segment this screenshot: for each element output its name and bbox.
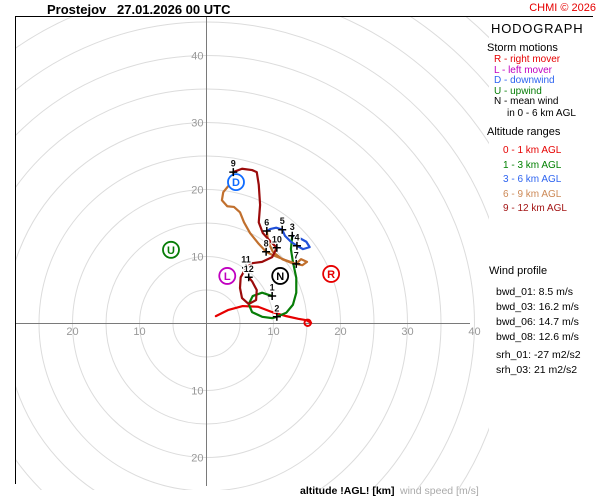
y-tick-label: 40 (191, 51, 203, 63)
altitude-range-item-2: 3 - 6 km AGL (503, 174, 562, 186)
station-name: Prostejov (47, 2, 107, 17)
y-tick-label: 30 (191, 118, 203, 130)
range-ring (15, 16, 489, 145)
altitude-label-9: 9 (231, 159, 236, 169)
surface-loop-marker (303, 318, 312, 328)
wind-profile-srh-0: srh_01: -27 m2/s2 (496, 349, 581, 361)
storm-marker-D (227, 173, 245, 192)
altitude-range-item-1: 1 - 3 km AGL (503, 159, 562, 171)
y-tick-label: 20 (191, 185, 203, 197)
x-tick-label: 20 (66, 326, 78, 338)
altitude-label-12: 12 (244, 264, 254, 274)
altitude-label-3: 3 (290, 222, 295, 232)
storm-marker-letter-U: U (167, 245, 175, 257)
copyright-label: CHMI © 2026 (529, 2, 596, 14)
storm-marker-R (322, 265, 341, 283)
wind-profile-bwd-0: bwd_01: 8.5 m/s (496, 286, 574, 298)
altitude-label-10: 10 (272, 234, 282, 244)
storm-motion-item-L: L - left mover (494, 64, 552, 76)
wind-profile-srh-list: srh_01: -27 m2/s2 srh_03: 21 m2/s2 (496, 348, 581, 378)
altitude-tick-12 (244, 273, 253, 282)
range-ring (15, 88, 442, 490)
x-tick-label: 10 (133, 326, 145, 338)
storm-marker-letter-N: N (276, 271, 284, 283)
wind-profile-bwd-2: bwd_06: 14.7 m/s (496, 316, 579, 328)
wind-profile-heading: Wind profile (489, 265, 548, 277)
x-tick-label: 40 (468, 326, 480, 338)
y-tick-label: 20 (191, 453, 203, 465)
altitude-label-5: 5 (280, 216, 285, 226)
wind-profile-bwd-1: bwd_03: 16.2 m/s (496, 301, 579, 313)
altitude-ranges-list: 0 - 1 km AGL 1 - 3 km AGL 3 - 6 km AGL 6 - … (503, 144, 567, 217)
trace-9-12km (232, 167, 278, 306)
panel-title: HODOGRAPH (491, 21, 584, 36)
storm-motions-list: R - right mover L - left mover D - downwin… (494, 54, 561, 108)
storm-marker-letter-D: D (232, 177, 240, 189)
footer-altitude-label: altitude !AGL! [km] (300, 485, 395, 497)
x-tick-label: 20 (334, 326, 346, 338)
altitude-range-item-0: 0 - 1 km AGL (503, 145, 562, 156)
altitude-label-6: 6 (264, 218, 269, 228)
x-tick-label: 10 (267, 326, 279, 338)
altitude-tick-4 (292, 241, 301, 250)
storm-marker-U (162, 240, 180, 259)
y-tick-label: 10 (191, 252, 203, 264)
altitude-label-11: 11 (241, 254, 251, 264)
altitude-label-7: 7 (294, 250, 299, 260)
altitude-tick-3 (288, 231, 297, 240)
storm-motion-item-R: R - right mover (494, 54, 561, 65)
trace-3-6km (265, 226, 311, 251)
storm-motions-note: in 0 - 6 km AGL (507, 108, 576, 119)
range-ring (15, 55, 475, 490)
wind-profile-srh-1: srh_03: 21 m2/s2 (496, 364, 578, 376)
altitude-label-8: 8 (264, 238, 269, 248)
storm-motion-item-N: N - mean wind (494, 96, 559, 108)
range-ring (408, 16, 489, 88)
x-tick-label: 30 (401, 326, 413, 338)
altitude-tick-6 (262, 227, 271, 236)
page-title: Prostejov 27.01.2026 00 UTC (47, 2, 230, 17)
altitude-tick-2 (272, 312, 281, 321)
storm-marker-letter-L: L (224, 271, 231, 283)
wind-profile-bwd-list: bwd_01: 8.5 m/s bwd_03: 16.2 m/s bwd_06: 1… (496, 285, 579, 345)
altitude-tick-8 (262, 247, 271, 256)
altitude-label-1: 1 (270, 283, 275, 293)
altitude-label-4: 4 (294, 232, 299, 242)
altitude-tick-11 (242, 263, 251, 272)
altitude-label-2: 2 (274, 303, 279, 313)
storm-motion-item-U: U - upwind (494, 85, 542, 97)
footer-windspeed-label: wind speed [m/s] (400, 485, 479, 497)
storm-motions-heading: Storm motions (487, 42, 558, 54)
altitude-ranges-heading: Altitude ranges (487, 126, 561, 138)
altitude-range-item-4: 9 - 12 km AGL (503, 203, 567, 215)
y-tick-label: 10 (191, 386, 203, 398)
storm-marker-N (271, 267, 290, 285)
altitude-range-item-3: 6 - 9 km AGL (503, 188, 562, 200)
altitude-tick-5 (278, 225, 287, 234)
altitude-tick-1 (268, 292, 277, 301)
storm-motion-item-D: D - downwind (494, 75, 555, 87)
obs-datetime: 27.01.2026 00 UTC (117, 2, 231, 17)
storm-marker-L (218, 267, 237, 285)
altitude-tick-10 (272, 243, 281, 252)
storm-marker-letter-R: R (327, 269, 335, 281)
altitude-tick-9 (229, 168, 238, 177)
wind-profile-bwd-3: bwd_08: 12.6 m/s (496, 331, 579, 343)
altitude-tick-7 (292, 259, 301, 268)
trace-0-1km (214, 304, 313, 324)
